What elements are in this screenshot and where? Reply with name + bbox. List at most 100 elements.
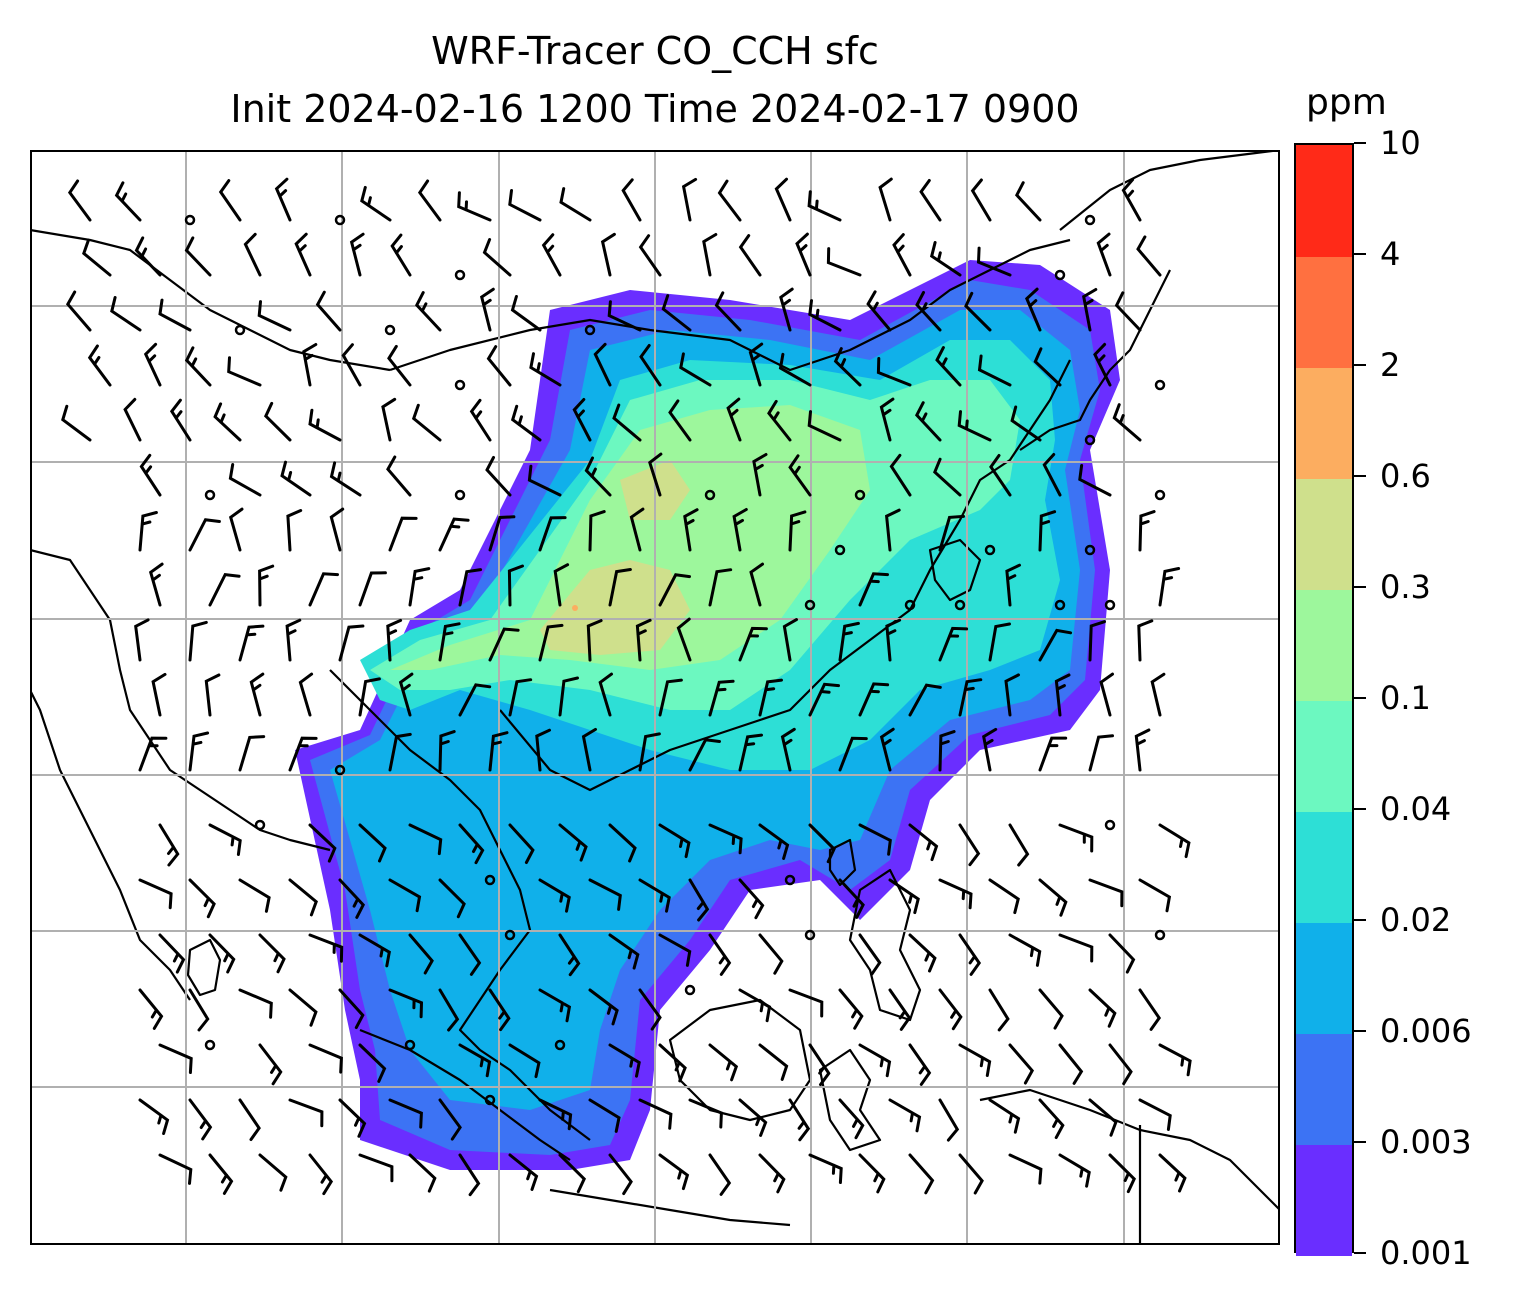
wind-barb: [308, 1153, 334, 1196]
wind-barb: [360, 185, 392, 222]
wind-barb: [629, 507, 645, 552]
wind-barb: [158, 1153, 193, 1185]
wind-barb: [67, 179, 92, 222]
wind-barb: [938, 878, 973, 910]
wind-barb: [933, 457, 962, 497]
wind-barb: [485, 456, 512, 497]
wind-barb: [538, 878, 571, 913]
colorbar-tick: [1354, 919, 1366, 921]
wind-barb: [65, 290, 92, 332]
wind-barb: [358, 933, 391, 968]
wind-barb: [1088, 734, 1114, 772]
wind-barb: [529, 352, 562, 387]
colorbar-segment: [1296, 256, 1352, 368]
wind-barb: [581, 727, 597, 772]
map-frame: [30, 150, 1280, 1245]
colorbar-tick-label: 0.04: [1380, 790, 1452, 828]
wind-barb: [488, 988, 511, 1032]
colorbar-tick: [1354, 1252, 1366, 1254]
colorbar-segment: [1296, 145, 1352, 257]
colorbar-tick-label: 0.6: [1380, 457, 1431, 495]
wind-barb: [486, 345, 512, 387]
wind-barb: [208, 933, 236, 974]
wind-barb: [758, 1043, 789, 1081]
wind-barb: [738, 626, 768, 662]
wind-barb: [329, 507, 345, 552]
wind-barb: [588, 510, 606, 552]
colorbar-segment: [1296, 922, 1352, 1034]
wind-barb: [638, 1098, 673, 1130]
calm-wind-marker: [904, 599, 916, 611]
wind-barb: [638, 234, 662, 277]
wind-barb: [538, 988, 572, 1023]
colorbar-tick: [1354, 253, 1366, 255]
wind-barb: [188, 1098, 213, 1141]
taiwan: [828, 838, 857, 887]
wind-barb: [612, 403, 642, 442]
wind-barb: [558, 1153, 587, 1194]
wind-barb: [938, 1098, 960, 1142]
wind-barb: [138, 878, 173, 910]
wind-barb: [508, 678, 533, 717]
wind-barb: [479, 287, 495, 332]
colorbar-tick-label: 0.1: [1380, 679, 1431, 717]
wind-barb: [888, 1098, 922, 1133]
wind-barb: [658, 1043, 687, 1083]
wind-barb: [349, 232, 365, 277]
wind-barb: [600, 232, 616, 277]
wind-barb: [878, 177, 893, 222]
wind-barb: [508, 823, 535, 864]
wind-barb: [858, 933, 882, 976]
wind-barb: [507, 564, 524, 607]
wind-barb: [458, 568, 483, 607]
wind-barb: [148, 562, 164, 607]
wind-barb: [1058, 1043, 1084, 1085]
wind-barb: [358, 677, 381, 717]
wind-barb: [341, 343, 362, 387]
calm-wind-marker: [804, 929, 816, 941]
wind-barb: [61, 404, 92, 442]
wind-barbs: [61, 177, 1192, 1197]
wind-barb: [1158, 1153, 1187, 1193]
wind-barb: [286, 509, 303, 552]
wind-barb: [1042, 453, 1062, 497]
wind-barb: [294, 232, 312, 277]
wind-barb: [408, 1153, 437, 1193]
wind-barb: [139, 453, 162, 497]
wind-barb: [158, 298, 192, 332]
wind-barb: [988, 988, 1010, 1032]
wind-barb: [970, 178, 992, 222]
wind-barb: [1158, 567, 1181, 607]
wind-barb: [438, 1098, 462, 1141]
wind-barb: [758, 1153, 786, 1194]
concentration-field: [295, 260, 1120, 1170]
wind-barb: [158, 1043, 193, 1074]
wind-barb: [838, 736, 868, 772]
wind-barb: [838, 988, 864, 1030]
colorbar-tick-label: 0.02: [1380, 901, 1452, 939]
colorbar-tick: [1354, 586, 1366, 588]
calm-wind-marker: [204, 489, 216, 501]
wind-barb: [1008, 823, 1030, 867]
wind-barb: [408, 933, 434, 975]
wind-barb: [388, 516, 418, 552]
wind-barb: [288, 736, 318, 772]
wind-barb: [738, 234, 762, 277]
wind-barb: [807, 410, 842, 442]
calm-wind-marker: [334, 764, 346, 776]
wind-barb: [638, 988, 662, 1031]
wind-barb: [538, 516, 567, 552]
wind-barb: [758, 933, 784, 975]
wind-barb: [249, 672, 265, 717]
wind-barb: [714, 291, 742, 332]
wind-barb: [285, 618, 302, 662]
wind-barb: [977, 354, 1012, 387]
wind-barb: [717, 179, 742, 222]
wind-barb: [510, 295, 542, 332]
wind-barb: [438, 878, 466, 919]
wind-barb: [708, 823, 743, 855]
wind-barb: [298, 672, 314, 717]
wind-barb: [593, 342, 612, 387]
wind-barb: [204, 673, 221, 717]
wind-barb: [1010, 405, 1042, 442]
